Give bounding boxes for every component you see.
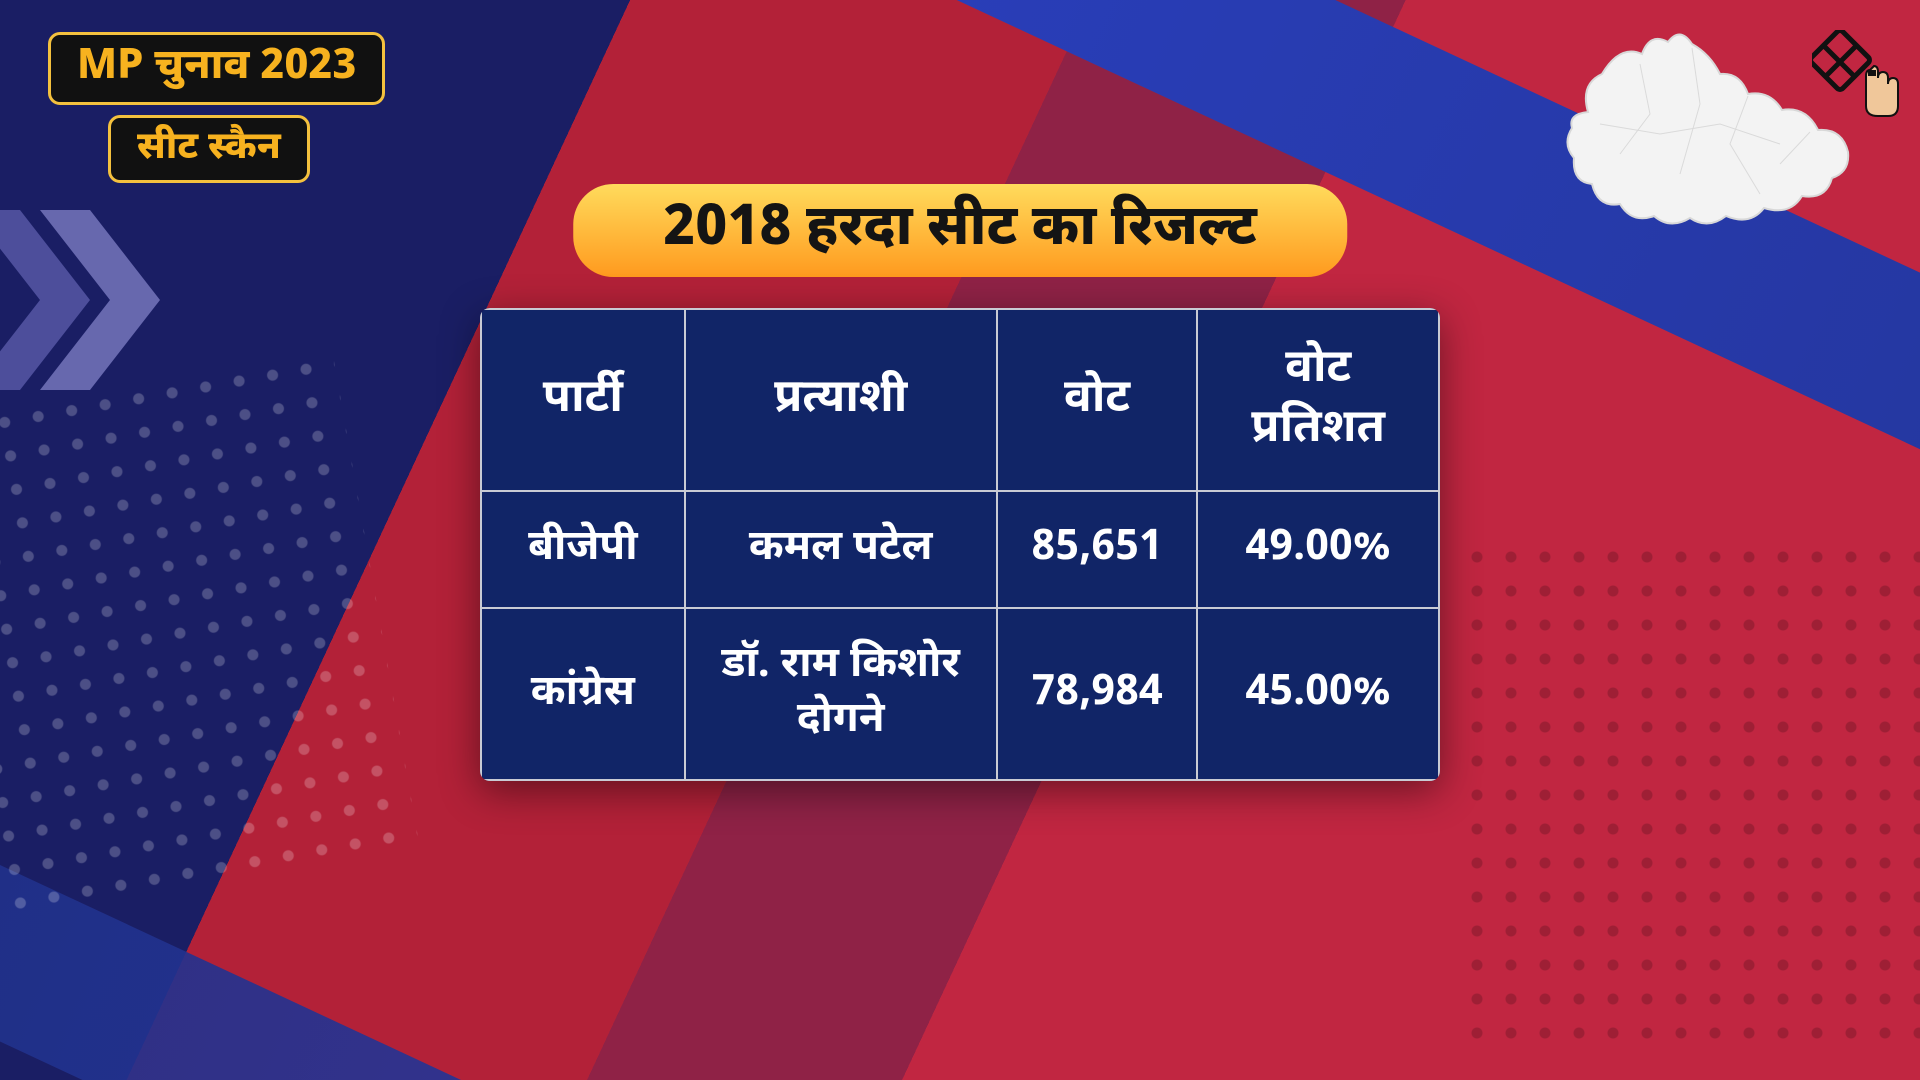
- col-header-party: पार्टी: [481, 309, 685, 491]
- col-header-vote-pct: वोट प्रतिशत: [1197, 309, 1439, 491]
- table-row: कांग्रेस डॉ. राम किशोर दोगने 78,984 45.0…: [481, 608, 1439, 780]
- voting-finger-icon: [1812, 30, 1902, 120]
- col-header-candidate: प्रत्याशी: [685, 309, 997, 491]
- cell-vote-pct: 45.00%: [1197, 608, 1439, 780]
- cell-candidate: डॉ. राम किशोर दोगने: [685, 608, 997, 780]
- badge-election-title: MP चुनाव 2023: [48, 32, 385, 105]
- cell-votes: 78,984: [997, 608, 1198, 780]
- table-row: बीजेपी कमल पटेल 85,651 49.00%: [481, 491, 1439, 608]
- chevron-decoration: [0, 210, 170, 390]
- results-table: पार्टी प्रत्याशी वोट वोट प्रतिशत बीजेपी …: [480, 308, 1440, 781]
- cell-party: कांग्रेस: [481, 608, 685, 780]
- table-header-row: पार्टी प्रत्याशी वोट वोट प्रतिशत: [481, 309, 1439, 491]
- col-header-votes: वोट: [997, 309, 1198, 491]
- bg-halftone-right: [1460, 540, 1920, 1060]
- cell-votes: 85,651: [997, 491, 1198, 608]
- badge-seat-scan: सीट स्कैन: [108, 115, 310, 183]
- header-badges: MP चुनाव 2023 सीट स्कैन: [48, 32, 385, 183]
- cell-candidate: कमल पटेल: [685, 491, 997, 608]
- cell-party: बीजेपी: [481, 491, 685, 608]
- cell-vote-pct: 49.00%: [1197, 491, 1439, 608]
- result-title: 2018 हरदा सीट का रिजल्ट: [573, 184, 1347, 277]
